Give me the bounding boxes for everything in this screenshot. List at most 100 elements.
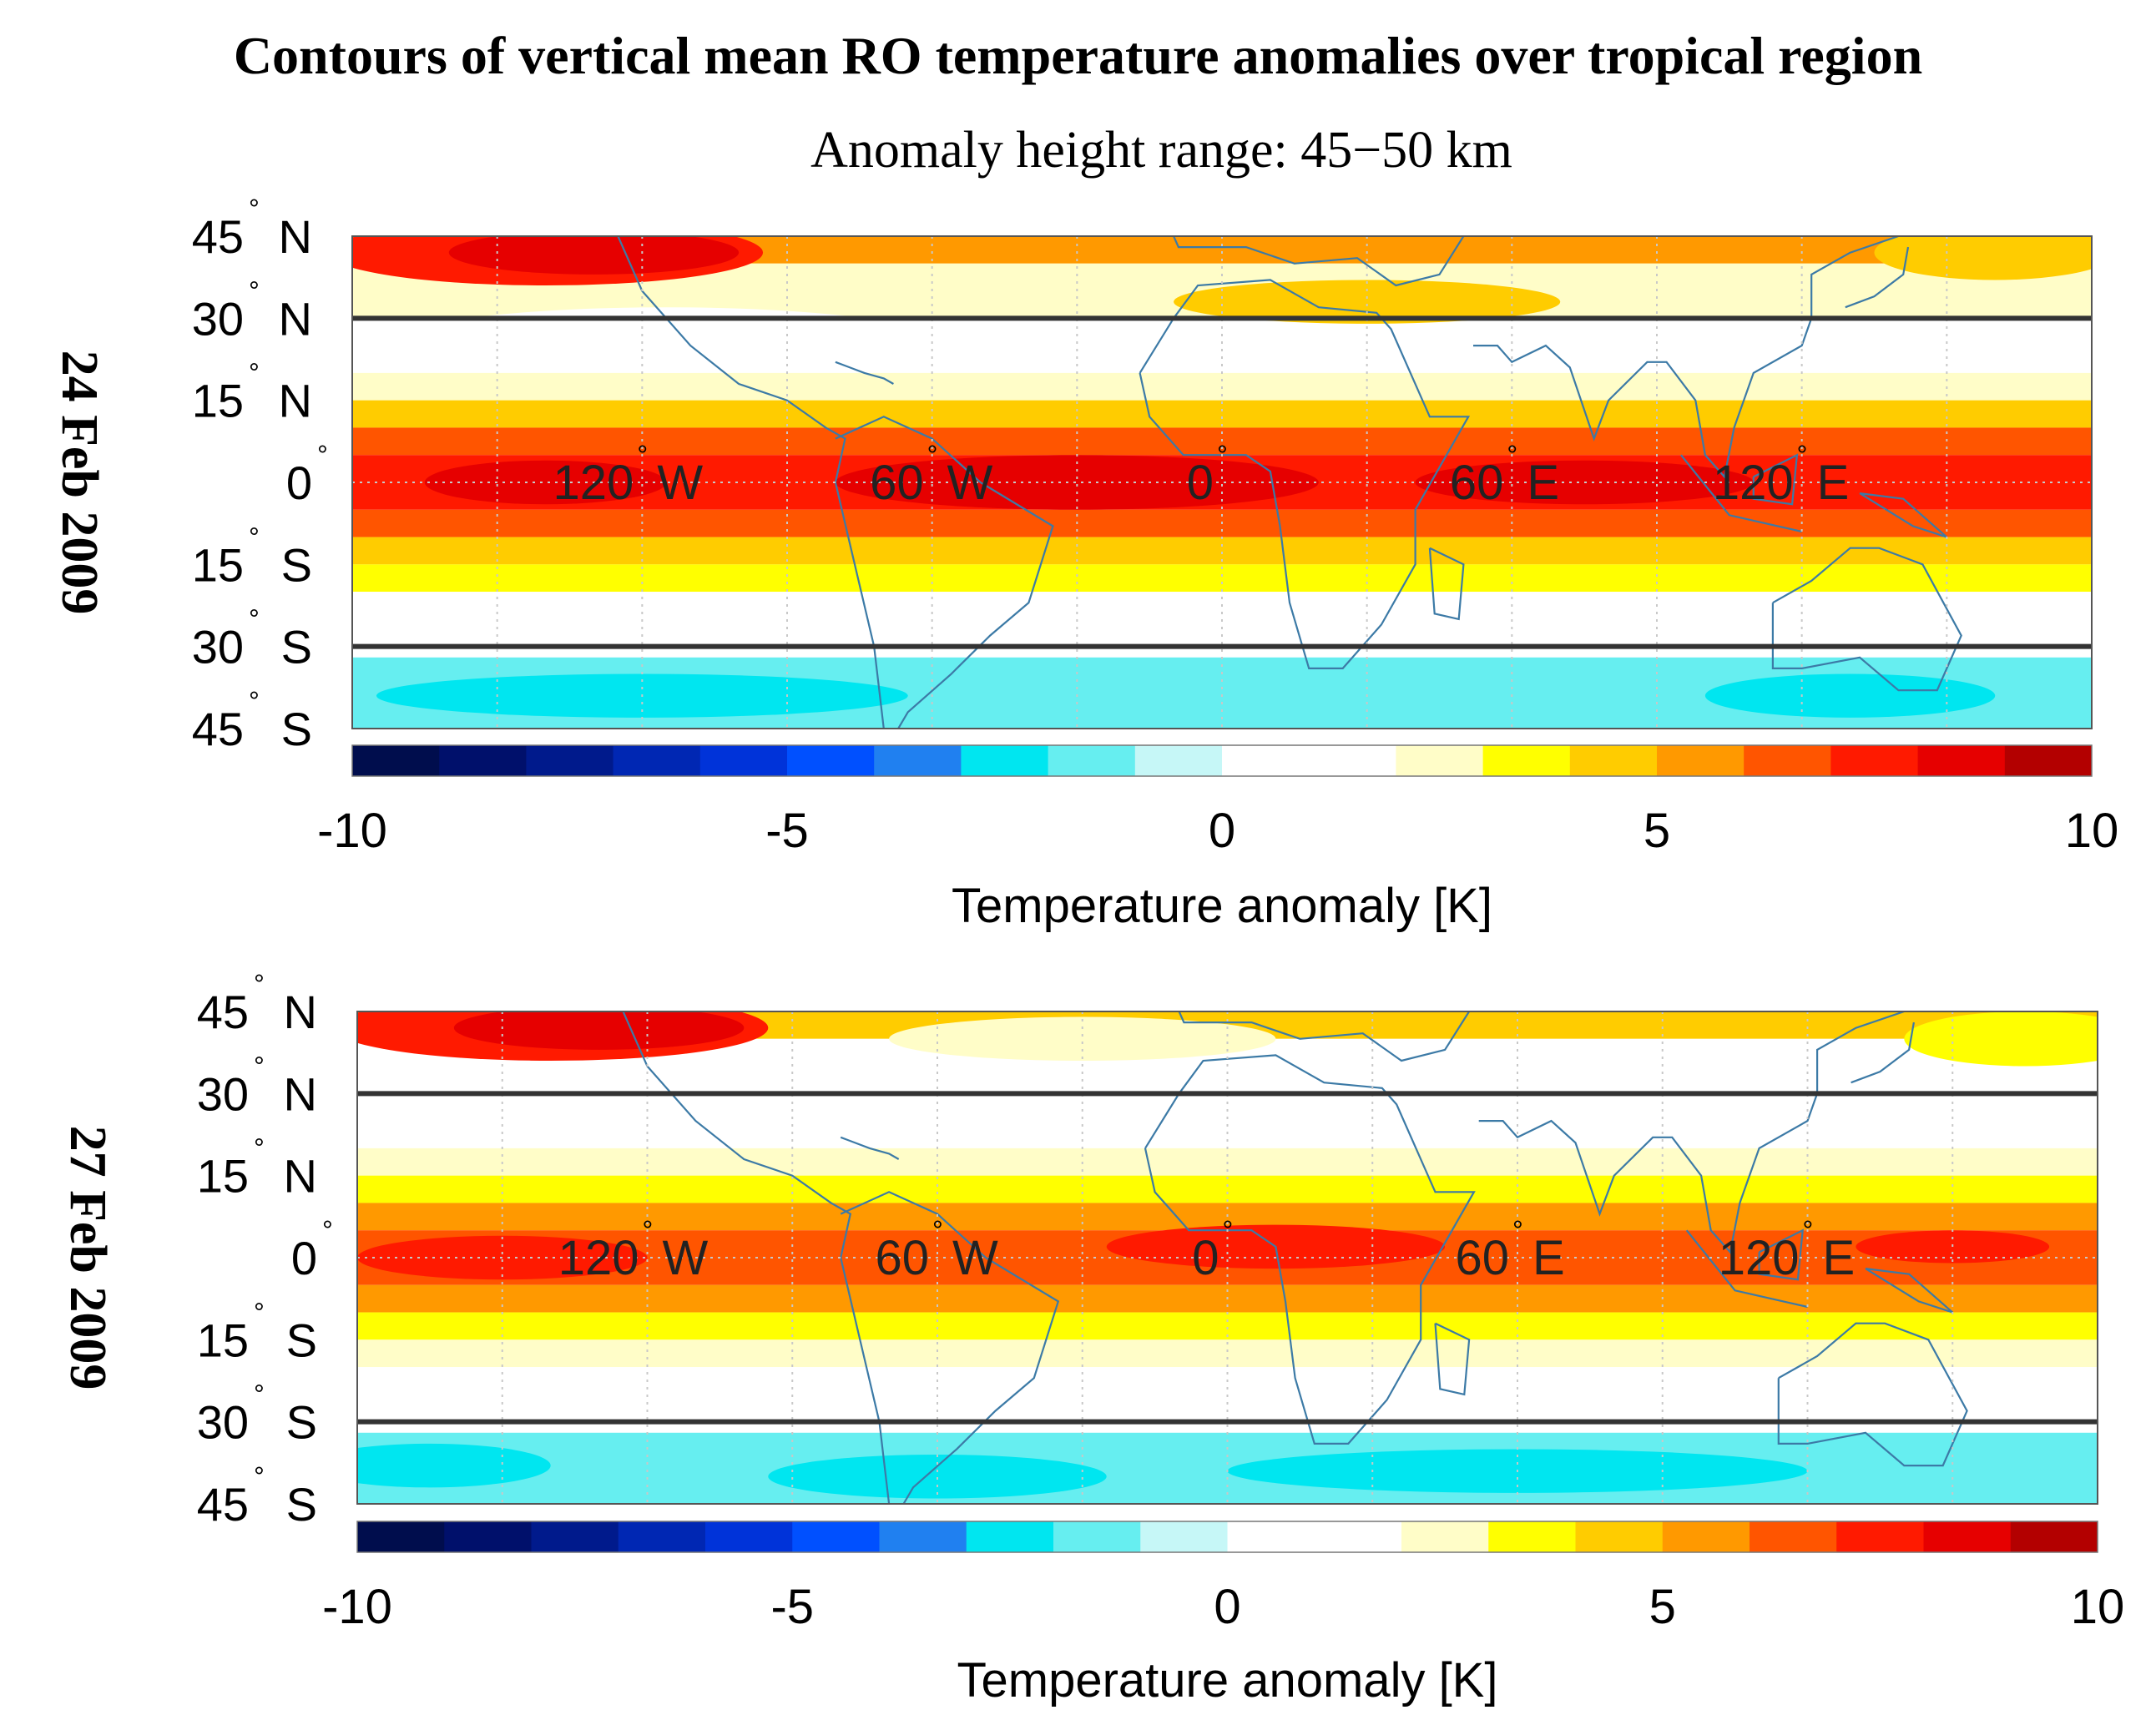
lon-label: 60° W	[870, 440, 993, 510]
colorbar-swatch	[1396, 745, 1484, 776]
svg-text:N: N	[279, 375, 312, 427]
svg-text:60: 60	[1450, 456, 1504, 510]
lon-label: 60° E	[1455, 1215, 1564, 1285]
colorbar-tick-label: 5	[1649, 1580, 1676, 1634]
anomaly-core	[1904, 1011, 2098, 1067]
svg-text:E: E	[1532, 1231, 1565, 1285]
svg-text:S: S	[281, 703, 312, 755]
svg-text:E: E	[1527, 456, 1559, 510]
svg-text:N: N	[284, 1150, 317, 1203]
colorbar-label: Temperature anomaly [K]	[957, 1653, 1498, 1707]
anomaly-band	[357, 1175, 2098, 1203]
panel-date-label: 24 Feb 2009	[51, 351, 108, 615]
colorbar-swatch	[1917, 745, 2006, 776]
coastline	[835, 361, 894, 385]
svg-text:120: 120	[558, 1231, 639, 1285]
colorbar-swatch	[1048, 745, 1136, 776]
anomaly-core	[424, 460, 667, 505]
svg-text:°: °	[932, 1215, 943, 1245]
svg-text:0: 0	[1192, 1231, 1219, 1285]
coastline	[1752, 453, 1799, 506]
colorbar-swatch	[2010, 1521, 2098, 1552]
svg-text:45: 45	[197, 986, 249, 1038]
colorbar-swatch	[1314, 1521, 1402, 1552]
svg-text:0: 0	[291, 1232, 317, 1284]
colorbar-swatch	[357, 1521, 445, 1552]
anomaly-core	[1174, 280, 1561, 324]
svg-text:S: S	[281, 538, 312, 591]
svg-text:45: 45	[192, 210, 244, 263]
svg-text:S: S	[286, 1478, 317, 1531]
svg-text:60: 60	[875, 1231, 929, 1285]
colorbar	[351, 744, 2093, 777]
svg-text:30: 30	[192, 292, 244, 345]
colorbar-swatch	[879, 1521, 967, 1552]
colorbar-swatch	[1744, 745, 1831, 776]
colorbar-swatch	[352, 745, 440, 776]
lon-label: 0°	[1187, 440, 1228, 510]
lat-label: 15° N	[197, 1133, 317, 1203]
lon-label: 120° E	[1713, 440, 1849, 510]
svg-text:°: °	[254, 1297, 265, 1327]
svg-text:0: 0	[1187, 456, 1214, 510]
colorbar-swatch	[613, 745, 701, 776]
panel-date-label: 27 Feb 2009	[59, 1126, 116, 1390]
svg-text:S: S	[286, 1396, 317, 1449]
svg-text:°: °	[254, 1380, 265, 1410]
lat-label: 30° S	[192, 604, 312, 673]
svg-text:°: °	[249, 686, 260, 716]
lat-label: 30° N	[192, 275, 312, 345]
coastline	[1777, 1322, 1968, 1467]
colorbar-label: Temperature anomaly [K]	[952, 879, 1492, 933]
coastline	[1685, 1229, 1808, 1309]
coastline	[1173, 236, 1465, 287]
anomaly-core	[1704, 673, 1996, 718]
colorbar-tick-label: 5	[1644, 804, 1670, 858]
lon-label: 120° E	[1719, 1215, 1855, 1285]
lat-label: 45° N	[192, 194, 312, 263]
colorbar-tick-label: 10	[2071, 1580, 2125, 1634]
coastline	[617, 236, 885, 729]
svg-text:°: °	[249, 522, 260, 552]
svg-text:60: 60	[1455, 1231, 1509, 1285]
svg-text:°: °	[927, 440, 938, 470]
svg-text:30: 30	[192, 621, 244, 673]
lon-label: 120° W	[558, 1215, 709, 1285]
lat-label: 30° N	[197, 1051, 317, 1120]
colorbar-swatch	[526, 745, 614, 776]
colorbar-tick-label: 0	[1209, 804, 1235, 858]
lat-label: 45° S	[192, 686, 312, 755]
svg-text:120: 120	[1713, 456, 1794, 510]
svg-text:120: 120	[1719, 1231, 1800, 1285]
svg-text:15: 15	[192, 538, 244, 591]
coastline	[1680, 454, 1802, 533]
anomaly-core	[453, 1011, 745, 1050]
svg-text:°: °	[254, 969, 265, 999]
coastline	[835, 416, 1054, 729]
svg-text:15: 15	[197, 1150, 249, 1203]
colorbar-tick-label: 0	[1214, 1580, 1240, 1634]
svg-text:0: 0	[286, 456, 312, 509]
svg-text:30: 30	[197, 1396, 249, 1449]
svg-text:°: °	[254, 1051, 265, 1081]
svg-text:°: °	[1223, 1215, 1234, 1245]
colorbar-swatch	[787, 745, 875, 776]
anomaly-core	[835, 455, 1319, 510]
svg-text:°: °	[249, 604, 260, 634]
colorbar-swatch	[1662, 1521, 1750, 1552]
svg-text:W: W	[657, 456, 703, 510]
coastline	[1434, 1322, 1471, 1396]
colorbar-swatch	[1134, 745, 1223, 776]
anomaly-core	[400, 307, 932, 373]
colorbar-swatch	[1053, 1521, 1141, 1552]
lat-label: 45° N	[197, 969, 317, 1038]
colorbar-swatch	[1569, 745, 1658, 776]
colorbar-swatch	[1482, 745, 1571, 776]
svg-text:S: S	[286, 1314, 317, 1366]
chart-title: Contours of vertical mean RO temperature…	[233, 26, 1923, 85]
svg-text:S: S	[281, 621, 312, 673]
svg-text:45: 45	[197, 1478, 249, 1531]
coastline	[1845, 246, 1910, 309]
coastline	[1771, 547, 1962, 692]
